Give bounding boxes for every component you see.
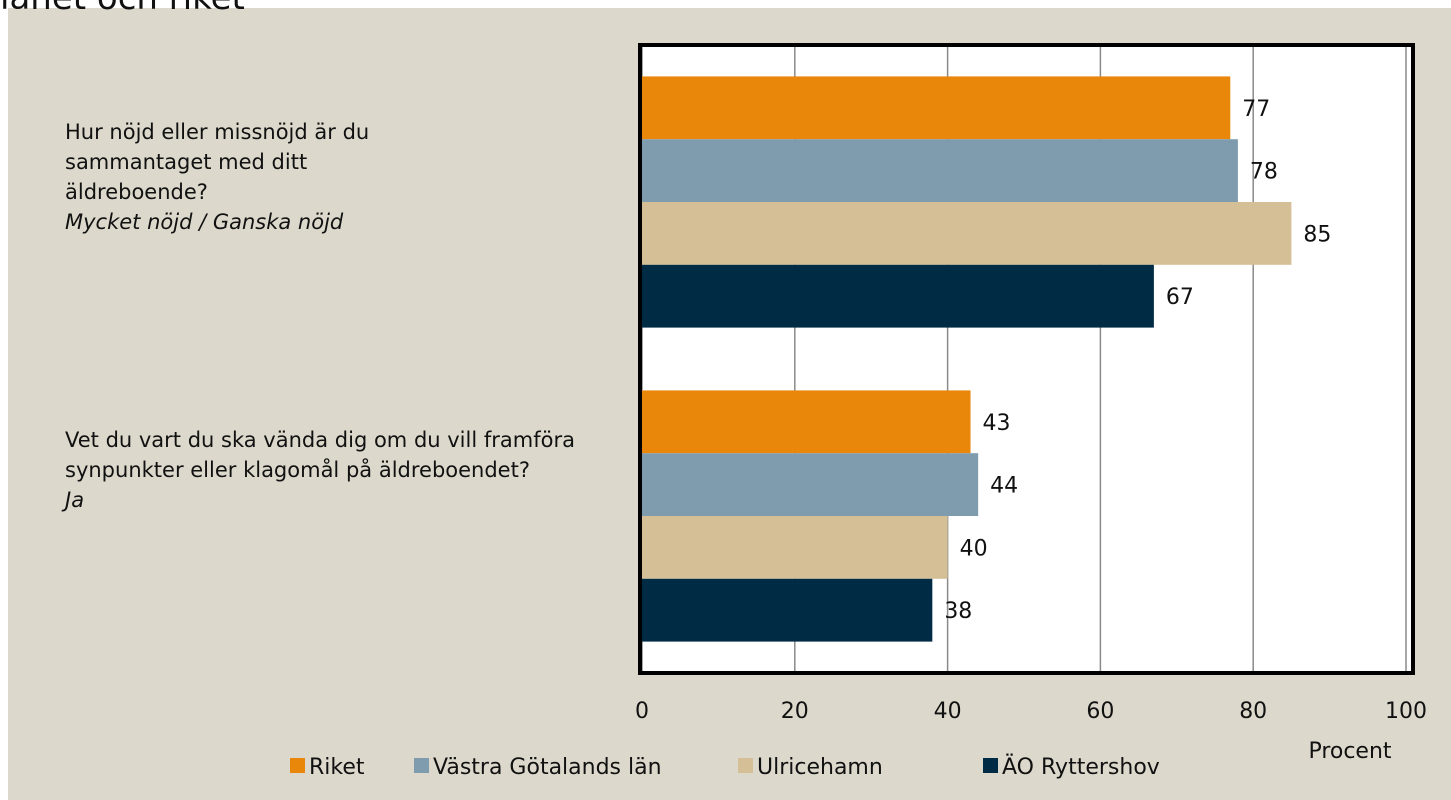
legend-label: Västra Götalands län — [433, 755, 662, 780]
category-answer: Ja — [65, 488, 85, 512]
bar — [642, 139, 1238, 202]
bar — [642, 76, 1231, 140]
legend-label: ÄO Ryttershov — [1002, 754, 1160, 780]
legend-label: Ulricehamn — [757, 755, 883, 780]
legend-swatch — [738, 758, 753, 773]
x-axis-label: Procent — [1308, 739, 1391, 764]
value-label: 78 — [1250, 160, 1278, 185]
bar — [642, 516, 948, 579]
x-tick-label: 40 — [934, 699, 962, 724]
x-tick-label: 20 — [781, 699, 809, 724]
category-question: Hur nöjd eller missnöjd är du sammantage… — [65, 120, 370, 204]
legend-swatch — [290, 758, 305, 773]
x-tick-label: 60 — [1086, 699, 1114, 724]
bar — [642, 202, 1292, 265]
bar — [642, 453, 979, 516]
legend-swatch — [414, 758, 429, 773]
x-tick-label: 100 — [1385, 699, 1427, 724]
value-label: 67 — [1166, 285, 1194, 310]
category-question: Vet du vart du ska vända dig om du vill … — [65, 428, 575, 482]
value-label: 40 — [960, 536, 988, 561]
category-label: Hur nöjd eller missnöjd är du sammantage… — [65, 117, 405, 237]
category-answer: Mycket nöjd / Ganska nöjd — [65, 210, 344, 234]
bar — [642, 264, 1154, 328]
value-label: 38 — [944, 599, 972, 624]
legend-swatch — [983, 758, 998, 773]
value-label: 44 — [990, 474, 1018, 499]
category-label: Vet du vart du ska vända dig om du vill … — [65, 425, 615, 515]
chart-title: länet och riket — [0, 0, 245, 18]
plot-border — [638, 43, 1415, 675]
legend-label: Riket — [309, 755, 365, 780]
x-tick-label: 0 — [635, 699, 649, 724]
value-label: 85 — [1303, 222, 1331, 247]
value-label: 77 — [1242, 97, 1270, 122]
value-label: 43 — [983, 411, 1011, 436]
x-tick-label: 80 — [1239, 699, 1267, 724]
bar — [642, 578, 933, 642]
bar — [642, 390, 971, 454]
